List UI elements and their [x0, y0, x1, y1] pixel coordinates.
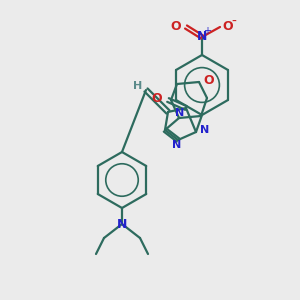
Text: H: H	[133, 81, 142, 91]
Text: O: O	[222, 20, 232, 32]
Text: O: O	[152, 92, 162, 104]
Text: N: N	[117, 218, 127, 230]
Text: +: +	[203, 26, 211, 36]
Text: N: N	[200, 125, 209, 135]
Text: N: N	[176, 108, 184, 118]
Text: O: O	[170, 20, 181, 32]
Text: N: N	[197, 31, 207, 44]
Text: N: N	[172, 140, 182, 150]
Text: O: O	[203, 74, 214, 86]
Text: -: -	[231, 15, 236, 29]
